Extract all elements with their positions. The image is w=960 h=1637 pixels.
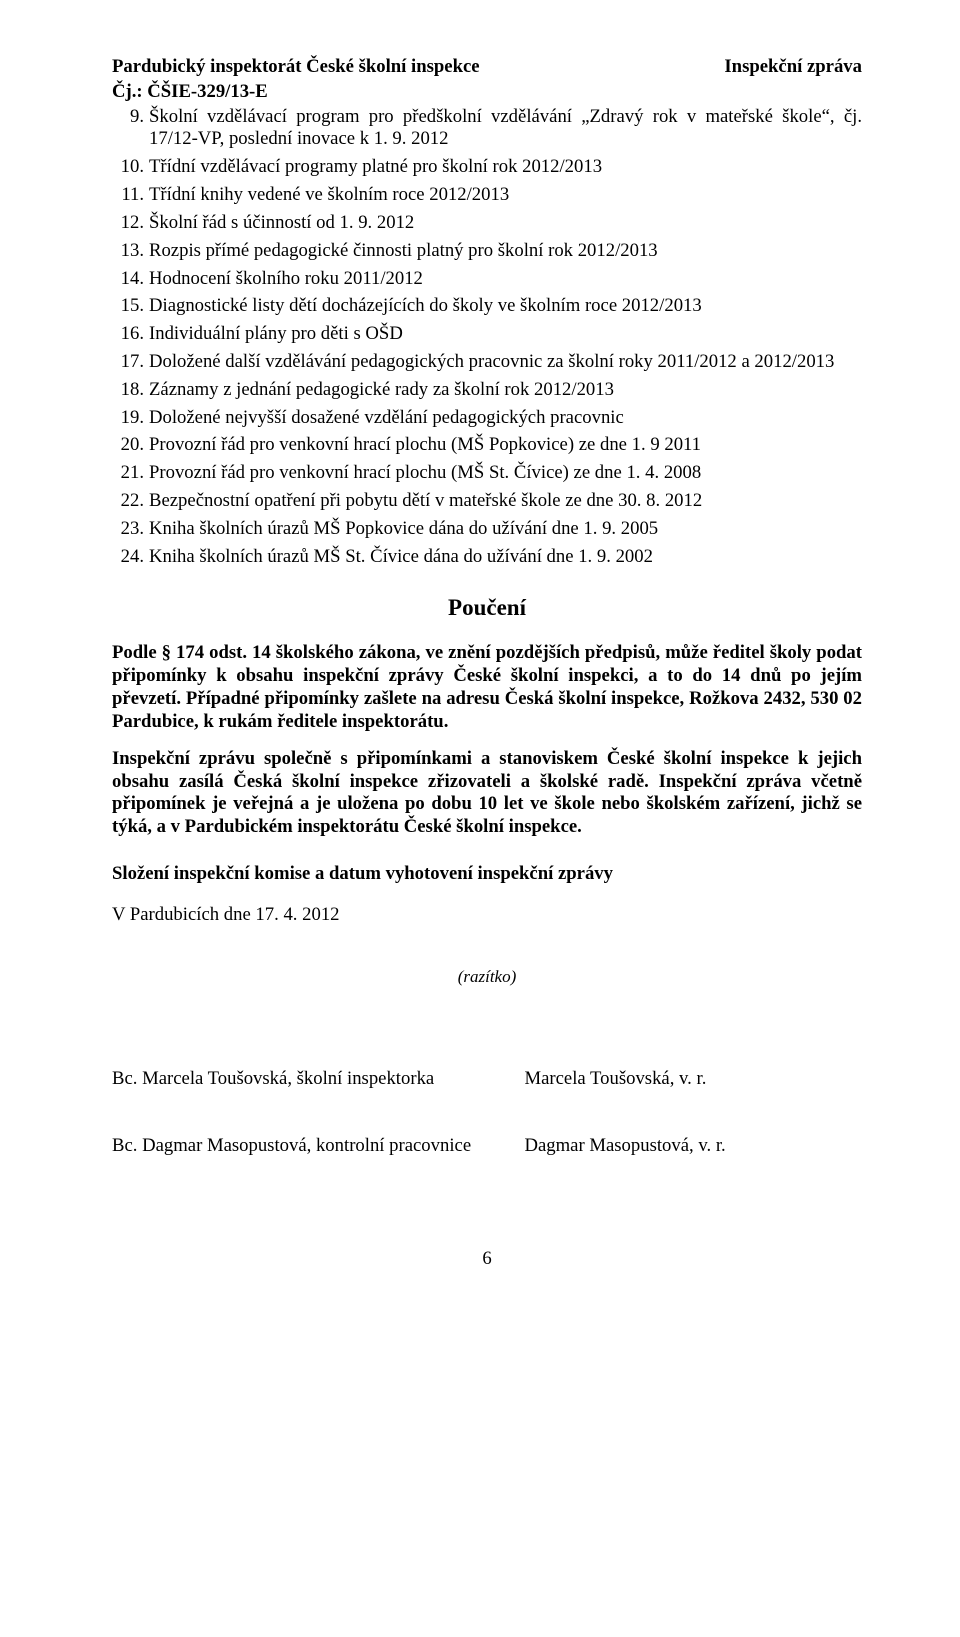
list-item: 18.Záznamy z jednání pedagogické rady za… [112,379,862,402]
signature-right: Marcela Toušovská, v. r. [525,1068,863,1091]
composition-heading: Složení inspekční komise a datum vyhotov… [112,863,862,886]
list-item-number: 22. [112,490,149,513]
list-item-text: Doložené nejvyšší dosažené vzdělání peda… [149,407,862,430]
list-item-text: Kniha školních úrazů MŠ St. Čívice dána … [149,546,862,569]
pouceni-paragraph-1: Podle § 174 odst. 14 školského zákona, v… [112,642,862,733]
stamp-placeholder: (razítko) [112,967,862,988]
signature-right: Dagmar Masopustová, v. r. [525,1135,863,1158]
list-item: 16.Individuální plány pro děti s OŠD [112,323,862,346]
list-item-text: Hodnocení školního roku 2011/2012 [149,268,862,291]
list-item-number: 17. [112,351,149,374]
section-heading-pouceni: Poučení [112,594,862,622]
list-item-number: 21. [112,462,149,485]
list-item-text: Bezpečnostní opatření při pobytu dětí v … [149,490,862,513]
list-item-number: 18. [112,379,149,402]
list-item: 10.Třídní vzdělávací programy platné pro… [112,156,862,179]
signature-row: Bc. Marcela Toušovská, školní inspektork… [112,1068,862,1091]
list-item-number: 9. [112,106,149,152]
list-item: 12.Školní řád s účinností od 1. 9. 2012 [112,212,862,235]
list-item: 17.Doložené další vzdělávání pedagogický… [112,351,862,374]
list-item-text: Školní řád s účinností od 1. 9. 2012 [149,212,862,235]
signature-left: Bc. Dagmar Masopustová, kontrolní pracov… [112,1135,525,1158]
list-item: 11.Třídní knihy vedené ve školním roce 2… [112,184,862,207]
list-item-number: 15. [112,295,149,318]
page-root: Pardubický inspektorát České školní insp… [0,0,960,1637]
list-item-text: Doložené další vzdělávání pedagogických … [149,351,862,374]
list-item-text: Třídní vzdělávací programy platné pro šk… [149,156,862,179]
list-item-text: Rozpis přímé pedagogické činnosti platný… [149,240,862,263]
list-item-text: Záznamy z jednání pedagogické rady za šk… [149,379,862,402]
list-item-text: Diagnostické listy dětí docházejících do… [149,295,862,318]
list-item: 22.Bezpečnostní opatření při pobytu dětí… [112,490,862,513]
list-item-text: Provozní řád pro venkovní hrací plochu (… [149,434,862,457]
list-item: 20.Provozní řád pro venkovní hrací ploch… [112,434,862,457]
list-item-number: 19. [112,407,149,430]
list-item-text: Třídní knihy vedené ve školním roce 2012… [149,184,862,207]
list-item: 23.Kniha školních úrazů MŠ Popkovice dán… [112,518,862,541]
header-reference: Čj.: ČŠIE-329/13-E [112,81,862,104]
list-item-number: 20. [112,434,149,457]
header-right-title: Inspekční zpráva [724,56,862,79]
list-item-text: Individuální plány pro děti s OŠD [149,323,862,346]
date-line: V Pardubicích dne 17. 4. 2012 [112,904,862,927]
list-item-text: Kniha školních úrazů MŠ Popkovice dána d… [149,518,862,541]
header-left: Pardubický inspektorát České školní insp… [112,56,480,79]
list-item: 19.Doložené nejvyšší dosažené vzdělání p… [112,407,862,430]
list-item-number: 16. [112,323,149,346]
list-item-number: 23. [112,518,149,541]
list-item-number: 13. [112,240,149,263]
list-item: 21.Provozní řád pro venkovní hrací ploch… [112,462,862,485]
signature-row: Bc. Dagmar Masopustová, kontrolní pracov… [112,1135,862,1158]
page-header: Pardubický inspektorát České školní insp… [112,56,862,79]
page-number: 6 [112,1248,862,1271]
list-item-text: Školní vzdělávací program pro předškolní… [149,106,862,152]
list-item: 13.Rozpis přímé pedagogické činnosti pla… [112,240,862,263]
list-item-number: 10. [112,156,149,179]
list-item-number: 12. [112,212,149,235]
list-item-number: 24. [112,546,149,569]
list-item: 15.Diagnostické listy dětí docházejících… [112,295,862,318]
list-item: 14.Hodnocení školního roku 2011/2012 [112,268,862,291]
list-item-text: Provozní řád pro venkovní hrací plochu (… [149,462,862,485]
signature-left: Bc. Marcela Toušovská, školní inspektork… [112,1068,525,1091]
list-item-number: 11. [112,184,149,207]
list-item-number: 14. [112,268,149,291]
list-item: 9.Školní vzdělávací program pro předškol… [112,106,862,152]
pouceni-paragraph-2: Inspekční zprávu společně s připomínkami… [112,748,862,839]
list-item: 24.Kniha školních úrazů MŠ St. Čívice dá… [112,546,862,569]
numbered-list: 9.Školní vzdělávací program pro předškol… [112,106,862,569]
